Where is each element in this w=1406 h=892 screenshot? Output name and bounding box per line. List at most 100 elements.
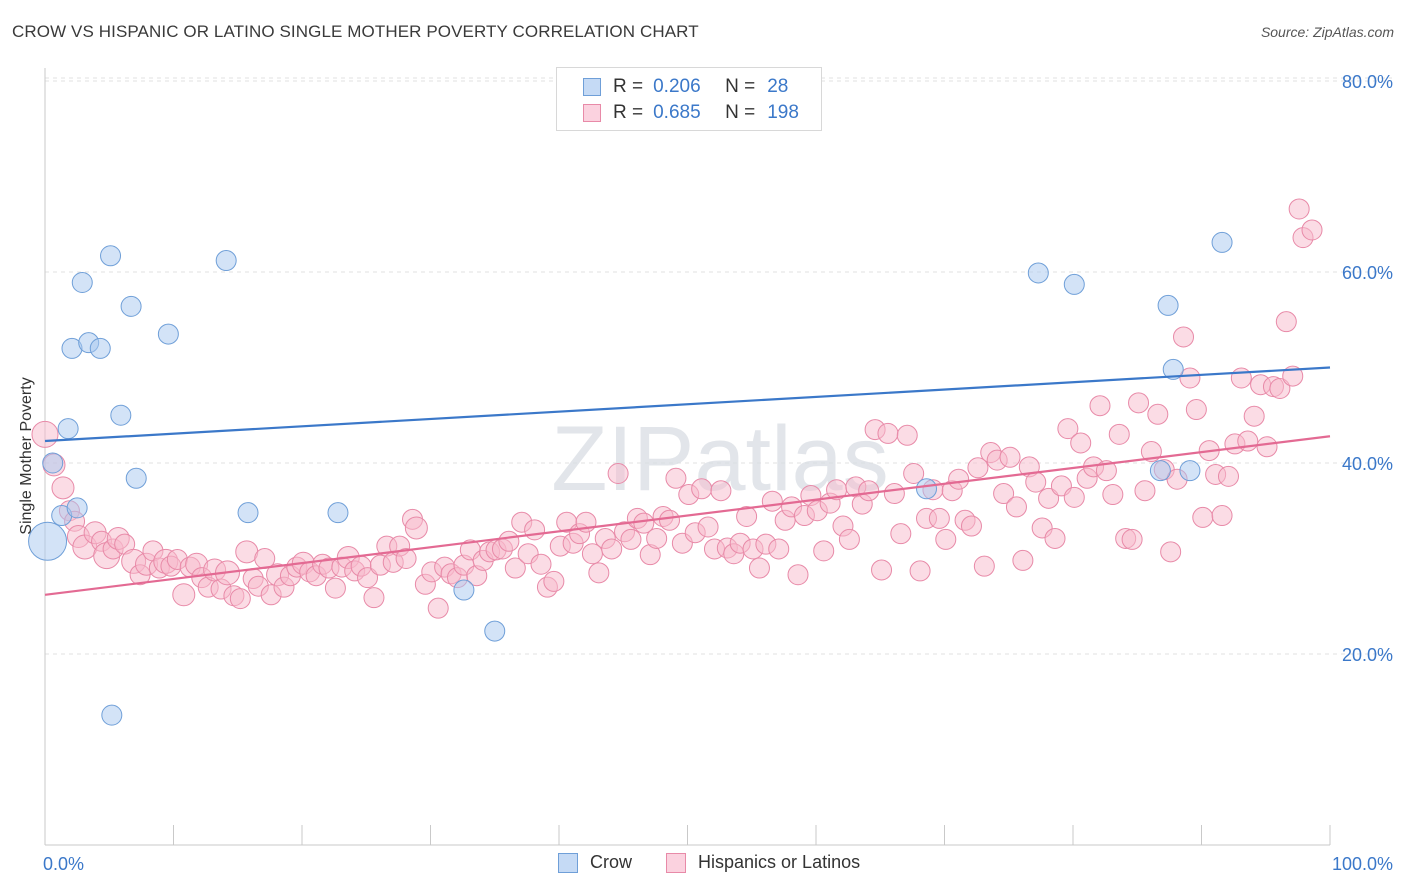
hispanic-point [697, 516, 719, 538]
hispanic-point [620, 528, 642, 550]
hispanic-point [928, 507, 950, 529]
series-legend: Crow Hispanics or Latinos [558, 852, 894, 873]
legend-row-crow: R = 0.206 N = 28 [583, 74, 788, 100]
legend-swatch-hispanics [666, 852, 687, 873]
crow-point [327, 502, 349, 524]
crow-point [1162, 358, 1184, 380]
hispanic-point [1140, 441, 1162, 463]
crow-point [125, 467, 147, 489]
hispanic-point [813, 540, 835, 562]
hispanic-point [659, 509, 681, 531]
hispanic-point [960, 515, 982, 537]
hispanic-point [871, 559, 893, 581]
hispanic-point [51, 476, 75, 500]
legend-n-label: N = [725, 76, 756, 97]
crow-point [89, 337, 111, 359]
hispanic-point [1275, 311, 1297, 333]
hispanic-point [172, 583, 196, 607]
x-tick-label-max: 100.0% [1332, 854, 1393, 874]
y-tick-label: 80.0% [1342, 72, 1393, 92]
hispanic-point [691, 478, 713, 500]
x-tick-label-min: 0.0% [43, 854, 84, 874]
hispanic-point [530, 553, 552, 575]
legend-item-crow: Crow [558, 852, 632, 873]
correlation-legend: R = 0.206 N = 28 R = 0.685 N = 198 [556, 67, 822, 131]
hispanic-point [524, 519, 546, 541]
hispanic-point [909, 560, 931, 582]
legend-swatch-crow [583, 78, 601, 96]
hispanic-point [858, 480, 880, 502]
hispanic-point [324, 577, 346, 599]
hispanic-point [1012, 549, 1034, 571]
hispanic-point [787, 564, 809, 586]
crow-point [157, 323, 179, 345]
hispanic-point [1095, 460, 1117, 482]
hispanic-point [1301, 219, 1323, 241]
hispanic-point [404, 516, 428, 540]
hispanic-point [395, 548, 417, 569]
crow-point [100, 245, 122, 267]
hispanic-point [903, 463, 925, 485]
hispanic-point [498, 530, 520, 552]
legend-n-value: 28 [767, 76, 789, 97]
series-hispanics-points [31, 198, 1323, 619]
legend-item-hispanics: Hispanics or Latinos [666, 852, 860, 873]
hispanic-point [1108, 423, 1130, 445]
crow-point [237, 502, 259, 524]
crow-point [484, 620, 506, 642]
hispanic-point [363, 587, 385, 609]
legend-n-value: 198 [767, 102, 799, 123]
hispanic-point [1256, 436, 1278, 458]
hispanic-point [357, 567, 379, 589]
hispanic-point [1134, 480, 1156, 502]
hispanic-point [1185, 399, 1207, 421]
hispanic-point [993, 483, 1015, 505]
crow-point [110, 404, 132, 426]
hispanic-point [665, 467, 687, 489]
legend-row-hispanics: R = 0.685 N = 198 [583, 100, 799, 126]
y-tick-label: 60.0% [1342, 263, 1393, 283]
hispanic-point [883, 483, 905, 505]
hispanic-point [1044, 527, 1066, 549]
legend-r-label: R = [613, 76, 644, 97]
hispanic-point [1057, 418, 1079, 440]
legend-label-crow: Crow [590, 852, 633, 872]
trend-line-hispanics [44, 435, 1331, 596]
legend-r-label: R = [613, 102, 644, 123]
hispanic-point [967, 457, 989, 479]
y-tick-label: 40.0% [1342, 454, 1393, 474]
legend-label-hispanics: Hispanics or Latinos [698, 852, 861, 872]
hispanic-point [768, 538, 790, 560]
hispanic-point [229, 588, 251, 610]
hispanic-point [1269, 378, 1291, 400]
trend-line-crow [44, 366, 1331, 443]
grid-lines [45, 77, 1392, 655]
crow-point [1179, 460, 1201, 482]
crow-point [1157, 294, 1179, 316]
crow-point [42, 452, 64, 474]
hispanic-point [1128, 392, 1150, 414]
crow-point [120, 295, 142, 317]
legend-swatch-hispanics [583, 104, 601, 122]
hispanic-point [1243, 405, 1265, 427]
hispanic-point [973, 555, 995, 577]
crow-point [916, 478, 938, 500]
legend-r-value: 0.206 [653, 76, 701, 97]
hispanic-point [646, 527, 668, 549]
y-axis-label: Single Mother Poverty [18, 377, 35, 535]
hispanic-point [1288, 198, 1310, 220]
hispanic-point [543, 570, 565, 592]
hispanic-point [1217, 465, 1239, 487]
hispanic-point [504, 557, 526, 579]
hispanic-point [748, 557, 770, 579]
chart-title: CROW VS HISPANIC OR LATINO SINGLE MOTHER… [12, 22, 699, 41]
hispanic-point [761, 490, 783, 512]
legend-n-label: N = [725, 102, 756, 123]
hispanic-point [710, 480, 732, 502]
hispanic-point [999, 446, 1021, 468]
crow-point [453, 579, 475, 601]
crow-point [215, 250, 237, 272]
hispanic-point [1147, 403, 1169, 425]
legend-r-value: 0.685 [653, 102, 701, 123]
